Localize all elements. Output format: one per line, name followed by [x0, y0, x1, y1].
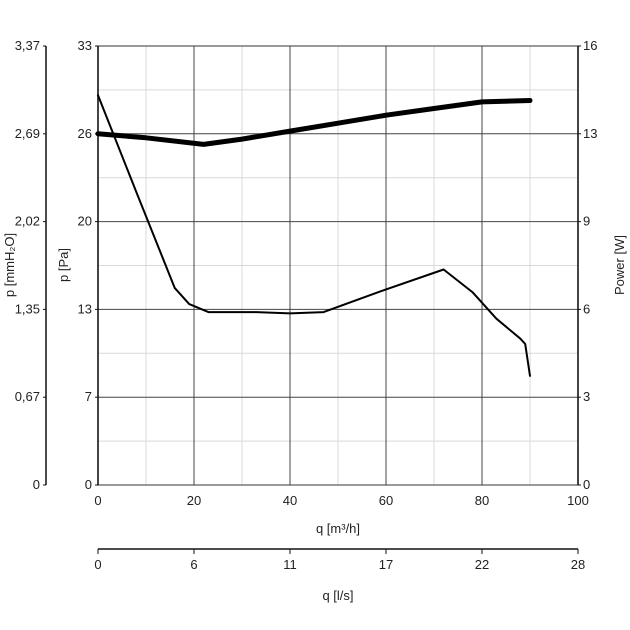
x2-tick-label: 6	[190, 557, 197, 572]
x-tick-label: 0	[94, 493, 101, 508]
series-line-thin	[97, 94, 531, 377]
y-left-outer-tick-label: 1,35	[15, 301, 40, 316]
y-left-outer-tick-label: 3,37	[15, 38, 40, 53]
y-left-tick-label: 0	[85, 477, 92, 492]
x-tick-label: 80	[475, 493, 489, 508]
y-left-outer-tick-label: 2,69	[15, 126, 40, 141]
y-axis-left-ticks: 0 7 13 20 26 33	[78, 38, 98, 492]
series-layer	[95, 94, 533, 377]
x2-axis-ticks: 0 6 11 17 22 28	[94, 549, 585, 572]
x-tick-label: 60	[379, 493, 393, 508]
x-tick-label: 40	[283, 493, 297, 508]
grid-minor	[98, 46, 578, 485]
x2-tick-label: 28	[571, 557, 585, 572]
x-tick-label: 20	[187, 493, 201, 508]
y-axis-left-outer-label: p [mmH₂O]	[2, 233, 17, 297]
y-left-tick-label: 13	[78, 301, 92, 316]
x-tick-label: 100	[567, 493, 589, 508]
y-left-outer-tick-label: 0,67	[15, 389, 40, 404]
x2-tick-label: 17	[379, 557, 393, 572]
y-left-tick-label: 33	[78, 38, 92, 53]
x2-tick-label: 11	[283, 557, 297, 572]
y-axis-left-label: p [Pa]	[56, 248, 71, 282]
y-left-tick-label: 26	[78, 126, 92, 141]
y-right-tick-label: 6	[583, 301, 590, 316]
x-axis-label: q [m³/h]	[316, 521, 360, 536]
y-axis-right-label: Power [W]	[612, 235, 627, 295]
x2-tick-label: 0	[94, 557, 101, 572]
y-right-tick-label: 3	[583, 389, 590, 404]
y-left-tick-label: 20	[78, 214, 92, 229]
series-line-thick	[95, 98, 533, 147]
x2-axis-label: q [l/s]	[322, 588, 353, 603]
y-left-tick-label: 7	[85, 389, 92, 404]
y-right-tick-label: 0	[583, 477, 590, 492]
y-right-tick-label: 13	[583, 126, 597, 141]
y-left-outer-tick-label: 2,02	[15, 214, 40, 229]
y-right-tick-label: 9	[583, 214, 590, 229]
y-axis-left-outer-ticks: 0 0,67 1,35 2,02 2,69 3,37	[15, 38, 46, 492]
y-right-tick-label: 16	[583, 38, 597, 53]
x2-tick-label: 22	[475, 557, 489, 572]
grid-major	[98, 46, 578, 485]
y-axis-right-ticks: 0 3 6 9 13 16	[578, 38, 597, 492]
y-left-outer-tick-label: 0	[33, 477, 40, 492]
x-axis-ticks: 0 20 40 60 80 100	[94, 493, 588, 508]
